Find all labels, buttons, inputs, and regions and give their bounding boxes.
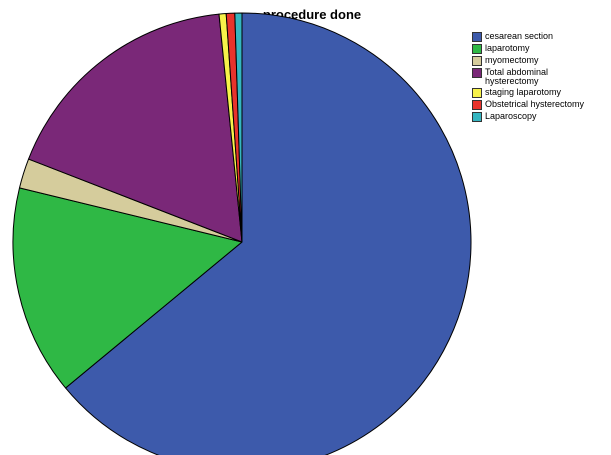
legend-label: Laparoscopy	[485, 111, 537, 121]
legend-swatch	[472, 100, 482, 110]
legend-item-total-abdominal-hysterectomy: Total abdominal hysterectomy	[472, 68, 584, 86]
legend-label: cesarean section	[485, 31, 554, 41]
legend-item-laparoscopy: Laparoscopy	[472, 112, 584, 122]
legend-label: laparotomy	[485, 43, 530, 53]
legend-label: Total abdominal hysterectomy	[485, 67, 549, 86]
legend-item-laparotomy: laparotomy	[472, 44, 584, 54]
legend-label: Obstetrical hysterectomy	[485, 99, 585, 109]
legend-swatch	[472, 112, 482, 122]
pie-slice-laparotomy	[12, 187, 243, 389]
legend-label: myomectomy	[485, 55, 539, 65]
legend-item-staging-laparotomy: staging laparotomy	[472, 88, 584, 98]
pie-slice-cesarean-section	[65, 12, 472, 455]
pie-slice-laparoscopy	[234, 12, 243, 243]
legend-swatch	[472, 88, 482, 98]
legend-swatch	[472, 44, 482, 54]
legend-item-obstetrical-hysterectomy: Obstetrical hysterectomy	[472, 100, 584, 110]
legend-swatch	[472, 32, 482, 42]
legend-swatch	[472, 68, 482, 78]
legend-swatch	[472, 56, 482, 66]
legend-item-cesarean-section: cesarean section	[472, 32, 584, 42]
legend-label: staging laparotomy	[485, 87, 562, 97]
pie-slice-total-abdominal-hysterectomy	[28, 13, 243, 243]
legend: cesarean section laparotomy myomectomy T…	[472, 32, 584, 124]
legend-item-myomectomy: myomectomy	[472, 56, 584, 66]
